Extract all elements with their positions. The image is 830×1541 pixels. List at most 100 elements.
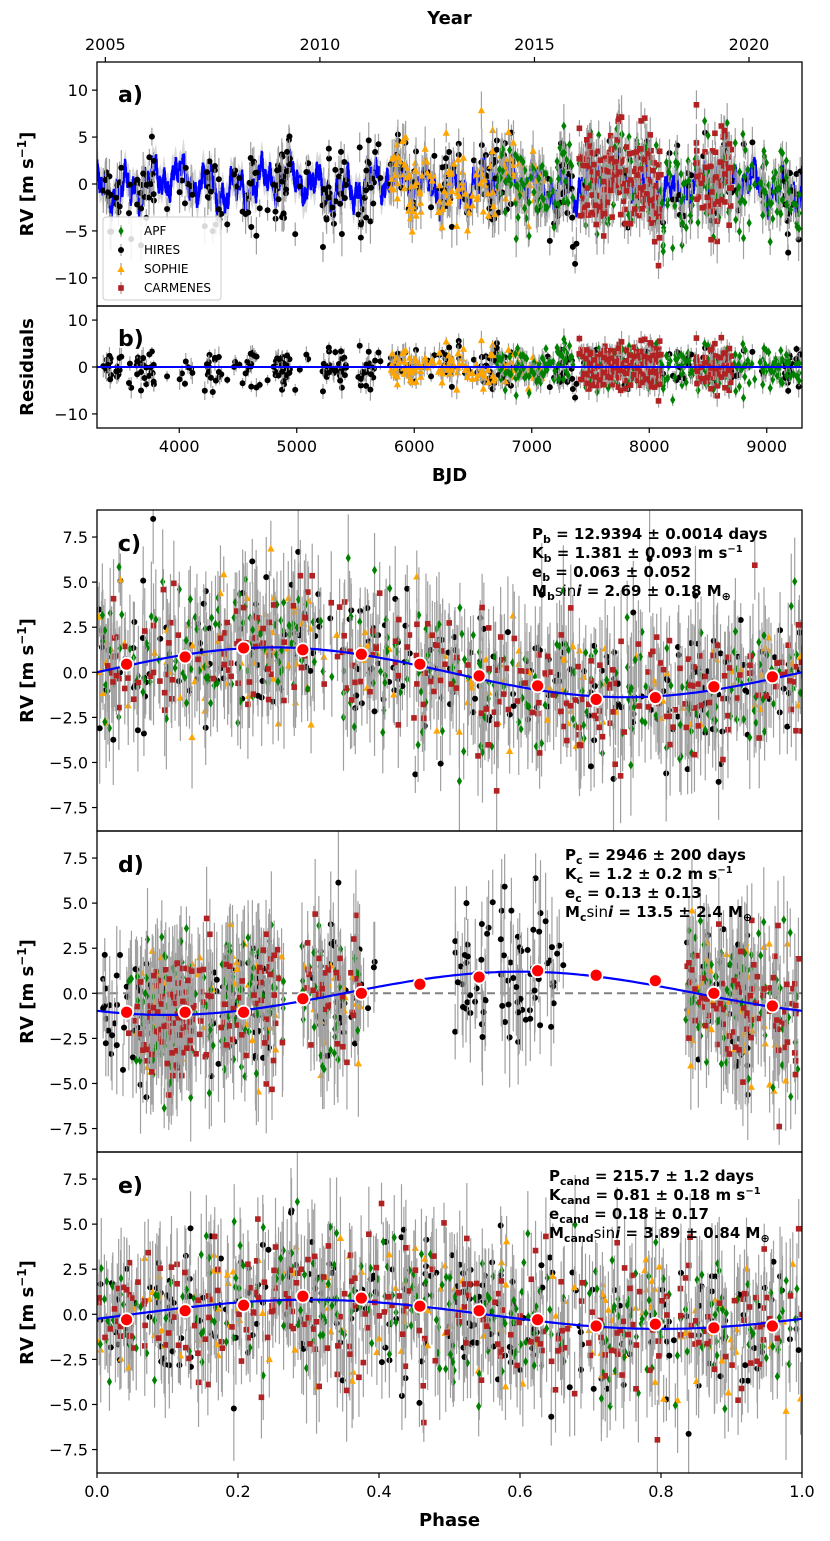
carmenes-point [721,127,728,134]
hires-point [664,677,671,684]
hires-point [218,210,225,217]
sophie-point [440,198,448,206]
carmenes-residual [638,337,644,344]
carmenes-point [592,202,599,209]
carmenes-residual [618,339,625,345]
apf-point [555,174,562,184]
apf-point [496,164,503,174]
hires-residual [284,352,291,359]
hires-point [125,210,132,217]
apf-residual [683,377,689,387]
carmenes-point [651,238,658,245]
carmenes-residual [622,377,628,384]
carmenes-residual [576,351,583,357]
hires-point [146,194,153,201]
apf-point [667,171,673,181]
hires-residual [141,375,148,382]
apf-point [745,165,751,175]
sophie-residual [435,357,443,365]
carmenes-point [627,177,634,183]
hires-point [253,169,260,176]
carmenes-point [698,180,705,187]
hires-point [785,249,792,256]
carmenes-point [607,132,614,139]
apf-residual [794,372,800,382]
apf-residual [513,373,519,383]
carmenes-residual [612,358,618,365]
carmenes-point [595,170,601,176]
hires-point [404,585,411,592]
apf-point [561,148,567,158]
carmenes-residual [641,336,648,343]
apf-residual [686,356,692,366]
hires-point [97,725,103,732]
apf-residual [531,358,537,368]
carmenes-point [619,180,626,187]
apf-point [528,172,534,182]
hires-residual [367,386,374,393]
carmenes-residual [609,348,615,354]
carmenes-point [725,165,732,171]
hires-point [495,209,502,216]
sophie-residual [461,366,469,373]
hires-point [286,133,293,140]
sophie-point [412,167,420,175]
hires-point [363,187,370,194]
carmenes-point [702,164,709,171]
hires-residual [128,384,135,391]
carmenes-residual [726,345,733,352]
sophie-residual [529,352,537,360]
sophie-residual [489,371,497,379]
hires-residual [118,353,125,360]
hires-point [104,189,111,196]
carmenes-point [609,214,615,220]
hires-residual [203,361,210,368]
carmenes-residual [718,334,725,341]
sophie-point [509,138,518,146]
apf-point [673,162,680,172]
hires-residual [356,342,363,349]
apf-residual [626,341,632,351]
carmenes-point [631,206,638,212]
hires-residual [357,382,364,389]
apf-point [736,182,742,192]
hires-residual [446,344,453,351]
apf-residual [518,351,524,361]
carmenes-residual [586,351,592,358]
hires-point [146,154,153,161]
hires-residual [280,360,287,367]
hires-point [253,232,260,239]
carmenes-residual [714,392,721,399]
carmenes-residual [721,350,728,356]
apf-residual [740,393,747,403]
carmenes-residual [617,387,624,394]
apf-residual [787,371,794,381]
apf-point [554,156,560,166]
sophie-residual [439,369,447,377]
hires-point [538,591,545,598]
hires-point [181,200,188,207]
carmenes-residual [647,369,654,375]
carmenes-point [648,147,654,154]
carmenes-point [618,114,625,120]
carmenes-point [614,137,621,143]
sophie-point [418,171,426,179]
carmenes-point [646,154,653,161]
carmenes-residual [634,365,640,372]
apf-point [794,222,800,232]
carmenes-residual [656,381,663,388]
carmenes-point [652,182,659,189]
carmenes-residual [582,371,589,377]
hires-residual [224,376,231,383]
carmenes-point [694,196,700,202]
apf-point [517,191,523,201]
carmenes-residual [586,386,592,392]
hires-point [510,702,517,709]
apf-point [716,213,722,223]
hires-residual [367,371,374,378]
hires-point [504,629,511,636]
apf-point [672,201,678,211]
sophie-point [411,181,419,188]
carmenes-residual [719,374,725,380]
hires-point [231,171,238,178]
